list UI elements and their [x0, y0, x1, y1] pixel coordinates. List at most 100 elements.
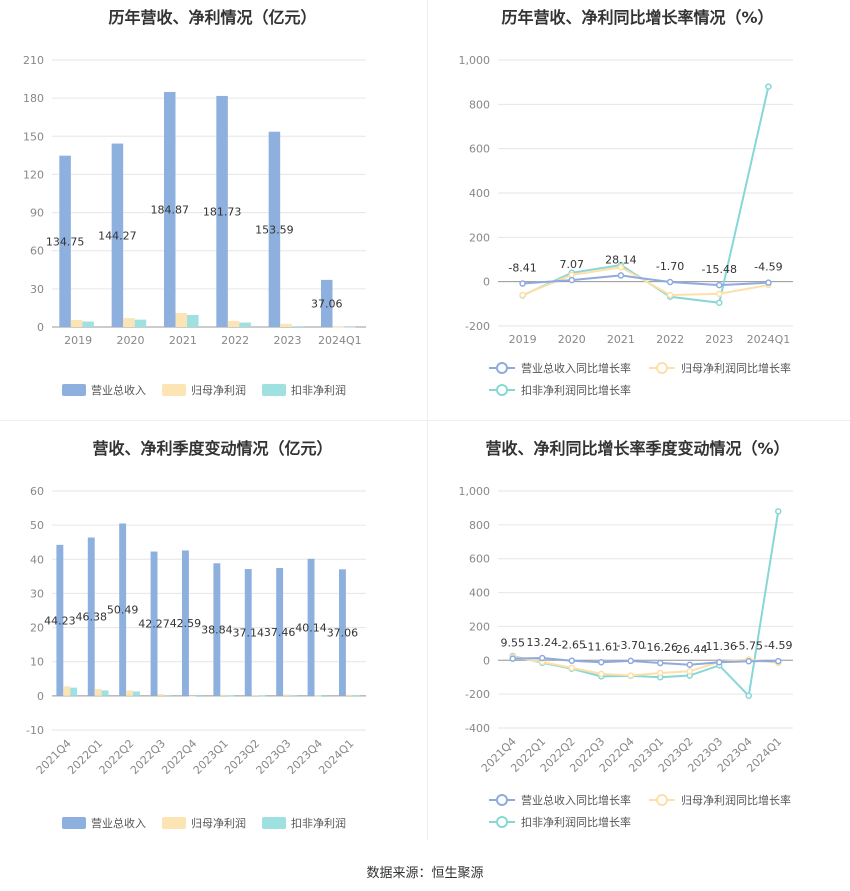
legend-marker	[656, 794, 668, 806]
data-point	[666, 291, 674, 299]
bar	[345, 694, 353, 696]
data-point	[686, 668, 693, 675]
data-label: 37.14	[233, 626, 265, 639]
bar	[251, 695, 259, 696]
y-tick-label: 20	[30, 622, 44, 635]
bar	[344, 326, 356, 328]
y-tick-label: 50	[30, 519, 44, 532]
data-point	[519, 291, 526, 299]
data-label: -16.26	[643, 641, 678, 654]
y-tick-label: 200	[469, 620, 490, 633]
bar	[258, 695, 266, 697]
data-label: -11.36	[702, 640, 737, 653]
legend-swatch	[62, 384, 86, 396]
y-tick-label: 40	[30, 553, 44, 566]
data-label: -3.70	[617, 639, 645, 652]
bar	[290, 695, 297, 696]
data-point	[598, 670, 605, 678]
x-tick-label: 2021	[169, 334, 197, 347]
bar	[188, 695, 196, 697]
legend-label: 扣非净利润	[291, 816, 346, 830]
bar	[70, 320, 83, 327]
x-tick-label: 2023	[274, 334, 302, 347]
legend-label: 营业总收入同比增长率	[521, 793, 631, 807]
data-label: 134.75	[46, 235, 85, 248]
data-source: 数据来源：恒生聚源	[366, 866, 484, 881]
data-point	[716, 658, 723, 666]
annual-revenue-profit-chart: 0 30 60 90 120 150 180 210 2019 2020 2021 2022 2023 2…	[23, 54, 366, 397]
bar	[314, 695, 322, 697]
data-point	[666, 278, 674, 286]
y-tick-label: 600	[469, 553, 490, 566]
chart-title: 营收、净利同比增长率季度变动情况（%）	[485, 439, 790, 458]
data-label: 44.23	[44, 614, 76, 627]
legend-swatch	[62, 817, 86, 829]
y-tick-label: 0	[483, 276, 490, 289]
bar	[82, 321, 94, 327]
data-point	[775, 508, 782, 515]
bar	[216, 95, 228, 327]
annual-growth-rate-panel: 历年营收、净利同比增长率情况（%） -200 0 200 400 600 800 1,000…	[425, 0, 850, 425]
data-label: 9.55	[501, 637, 526, 650]
bar	[187, 314, 199, 327]
horizontal-divider	[0, 420, 850, 421]
data-label: -2.65	[558, 639, 586, 652]
data-point	[617, 272, 625, 279]
data-point	[716, 299, 723, 306]
data-point	[568, 664, 575, 672]
data-point	[617, 264, 625, 271]
y-tick-label: -200	[465, 320, 490, 333]
y-tick-label: -400	[465, 722, 490, 735]
data-label: -4.59	[754, 261, 782, 274]
bar	[63, 686, 71, 696]
data-label: 28.14	[605, 253, 637, 266]
y-tick-label: 60	[30, 245, 44, 258]
bar	[276, 567, 284, 696]
data-label: 46.38	[76, 611, 108, 624]
y-tick-label: 1,000	[459, 485, 491, 498]
data-label: -11.61	[584, 640, 619, 653]
bar	[126, 690, 134, 696]
bar	[133, 691, 140, 696]
x-tick-label: 2024Q1	[316, 737, 356, 777]
bar	[163, 91, 176, 328]
legend-swatch	[162, 817, 186, 829]
y-tick-label: 10	[30, 656, 44, 669]
legend-label: 营业总收入	[91, 816, 146, 830]
data-point	[745, 692, 752, 700]
x-tick-label: 2019	[64, 334, 92, 347]
data-point	[627, 672, 634, 679]
y-tick-label: 180	[23, 92, 44, 105]
data-label: -4.59	[764, 639, 792, 652]
data-label: 42.59	[170, 617, 202, 630]
bar	[227, 320, 240, 327]
bar	[119, 523, 127, 696]
legend-label: 扣非净利润	[291, 383, 346, 397]
x-tick-label: 2024Q1	[747, 333, 791, 346]
bar	[227, 695, 235, 697]
legend-marker	[656, 362, 668, 374]
bar	[280, 323, 292, 327]
legend-label: 营业总收入同比增长率	[521, 361, 631, 375]
data-point	[745, 658, 752, 665]
bar	[195, 695, 203, 697]
y-tick-label: 600	[469, 143, 490, 156]
bar	[338, 569, 346, 696]
series-line	[512, 655, 779, 677]
legend-label: 营业总收入	[91, 383, 146, 397]
data-label: 42.27	[138, 618, 170, 631]
bar	[283, 694, 291, 696]
legend-marker	[496, 384, 508, 396]
data-label: 37.06	[327, 627, 359, 640]
bar	[268, 131, 281, 327]
data-point	[775, 657, 782, 665]
data-label: 50.49	[107, 604, 139, 617]
bar	[239, 322, 251, 327]
y-tick-label: 400	[469, 587, 490, 600]
data-label: 38.84	[201, 624, 233, 637]
legend-marker	[496, 362, 508, 374]
legend-label: 归母净利润同比增长率	[681, 793, 791, 807]
legend-label: 归母净利润同比增长率	[681, 361, 791, 375]
data-point	[568, 271, 575, 279]
bar	[56, 544, 64, 696]
